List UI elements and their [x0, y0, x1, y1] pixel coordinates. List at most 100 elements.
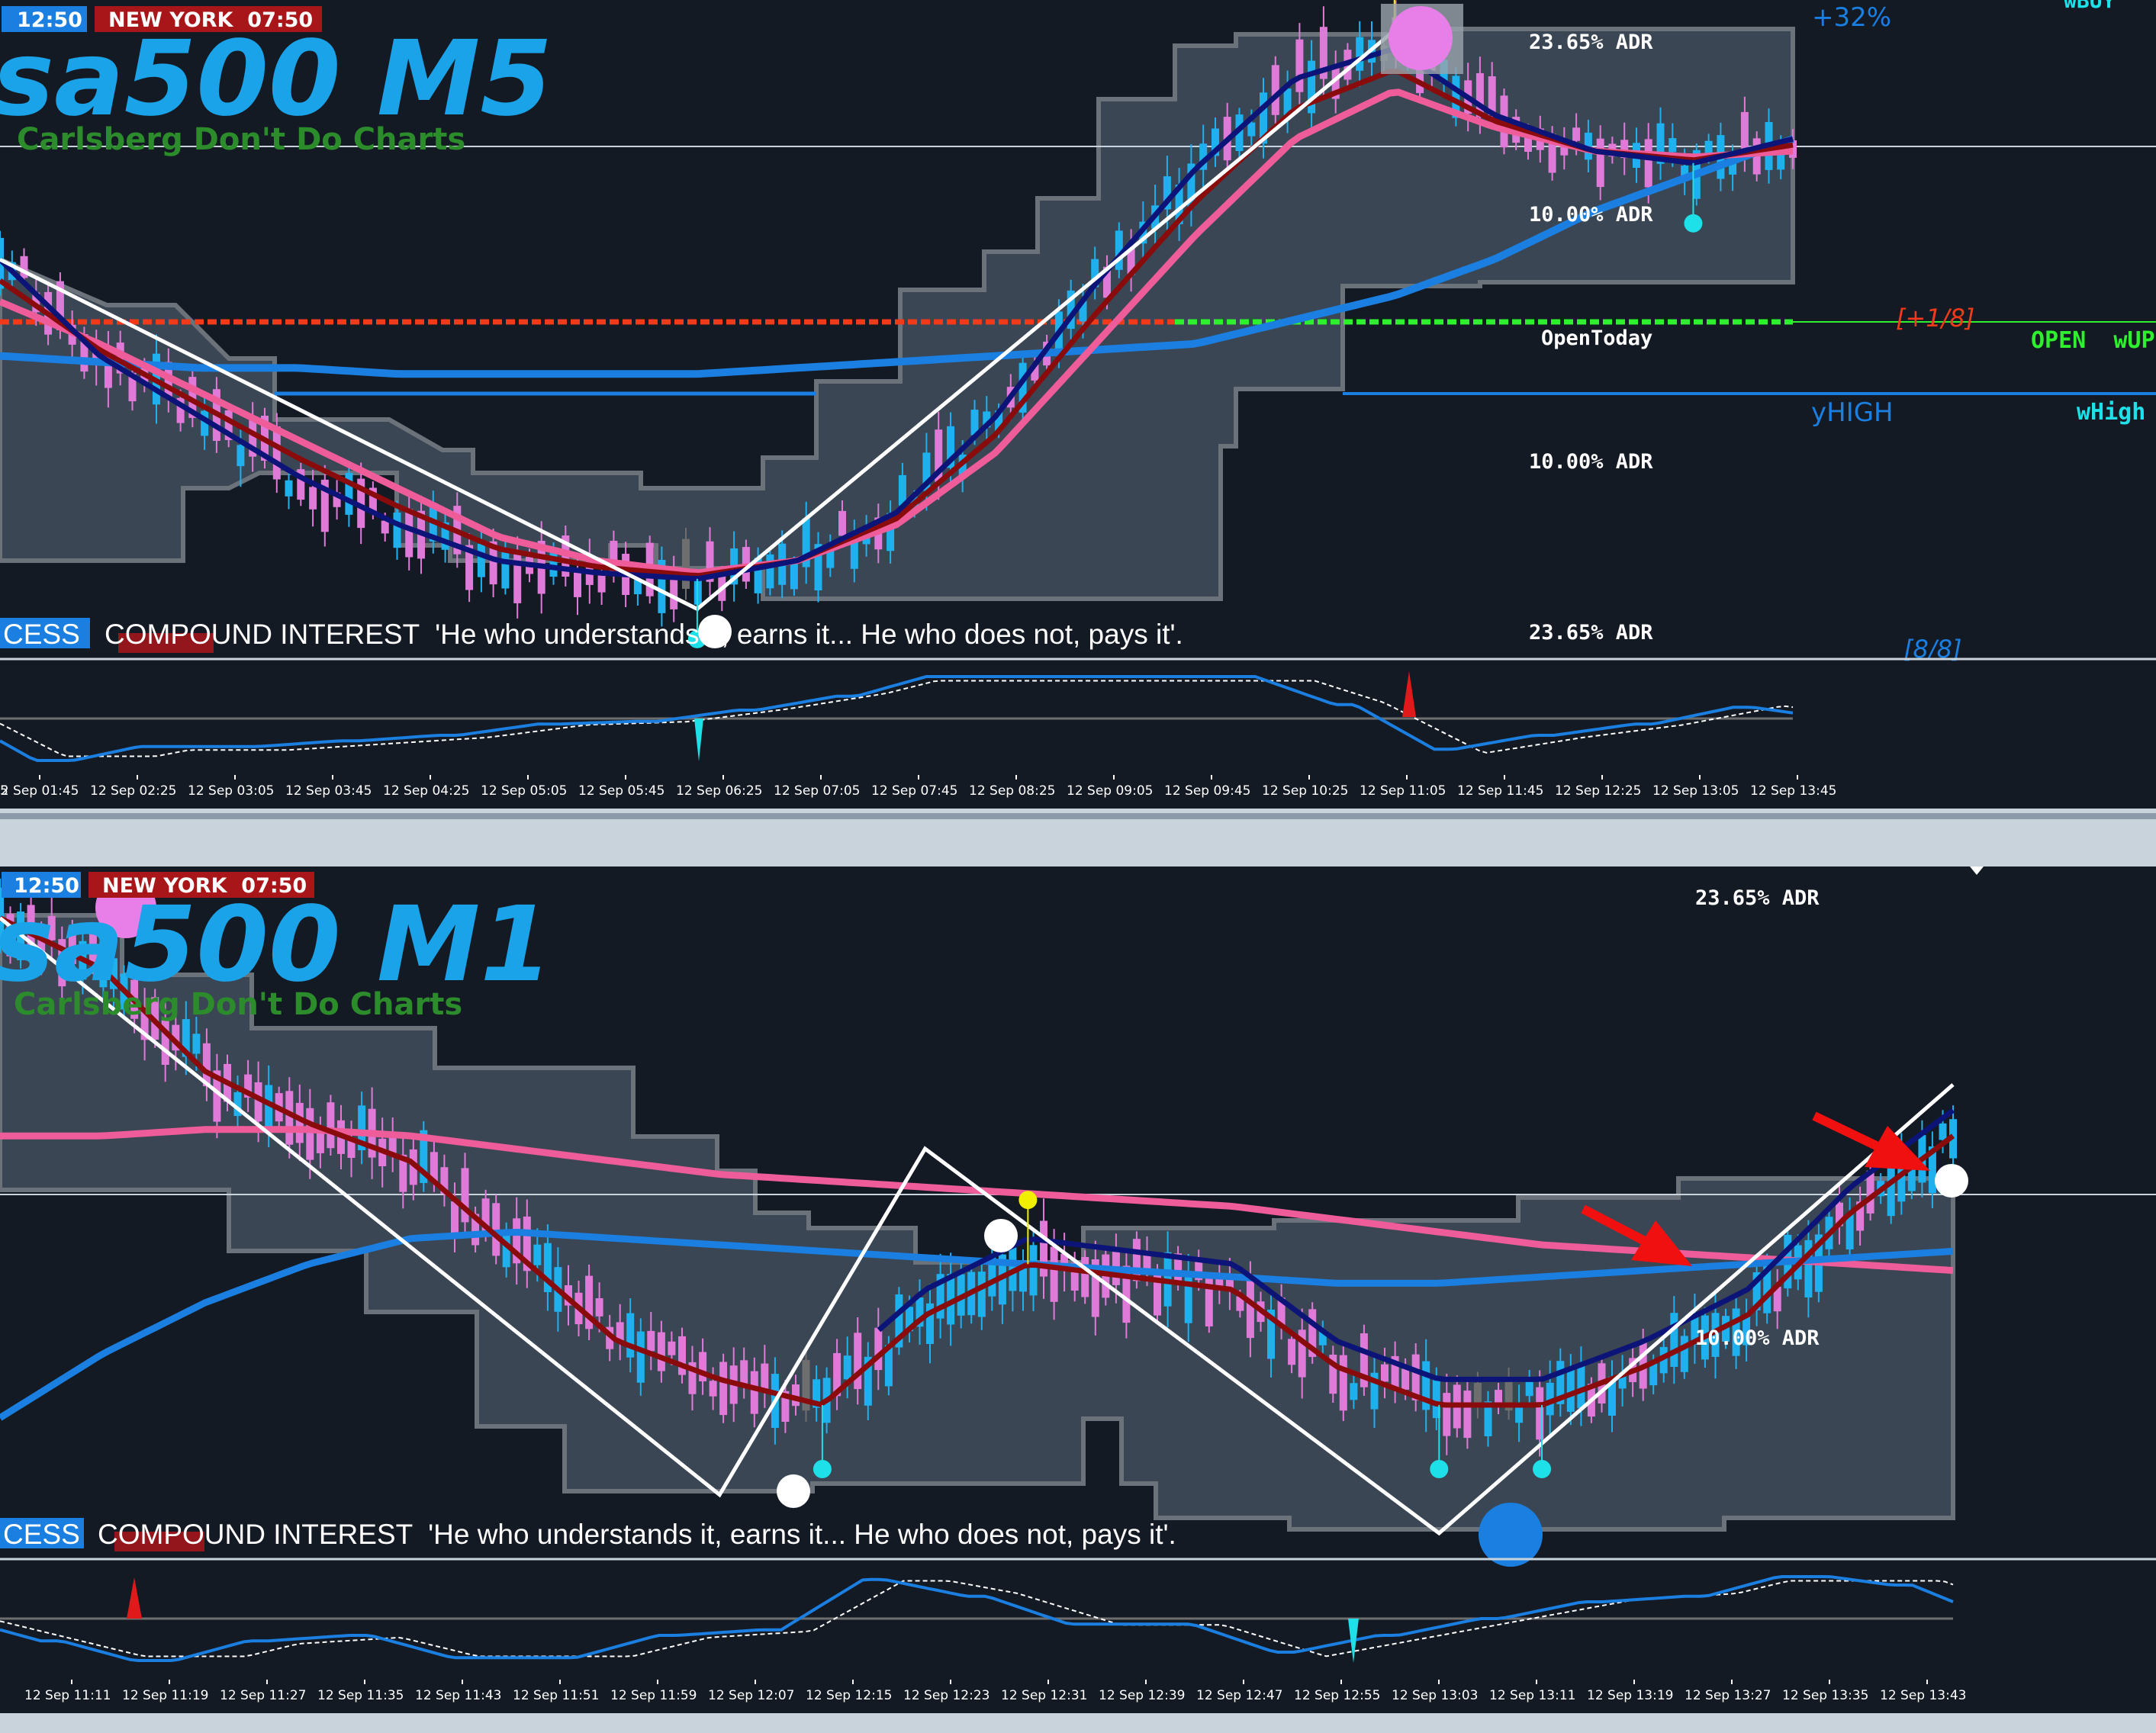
m1-swing-low-marker-2: [1479, 1503, 1543, 1567]
m5-peak-marker: [1389, 6, 1453, 70]
m5-session-badge: [95, 6, 322, 32]
axis-tick-label: 12 Sep 11:43: [415, 1688, 501, 1703]
m1-ticker-text: COMPOUND INTEREST 'He who understands it…: [98, 1519, 1176, 1550]
m5-navy-ma-line: [0, 47, 1794, 581]
axis-tick-label: 12 Sep 13:05: [1652, 783, 1739, 799]
m1-price-area[interactable]: [0, 913, 1955, 1532]
m1-local-time: 12:50: [14, 874, 79, 898]
axis-tick-label: 12 Sep 03:05: [188, 783, 274, 799]
m5-yhigh-label: yHIGH: [1811, 397, 1894, 428]
m5-osc-main-line: [0, 675, 1794, 762]
axis-tick-label: 12 Sep 05:45: [578, 783, 664, 799]
m1-osc-main-line: [0, 1575, 1954, 1662]
axis-tick-label: 12 Sep 05:05: [481, 783, 567, 799]
m1-swing-high-marker-2: [1935, 1164, 1968, 1198]
m5-local-time-badge: [2, 6, 87, 32]
axis-tick-label: 12 Sep 03:45: [285, 783, 372, 799]
m1-blue-ma-line: [0, 1228, 1954, 1421]
m5-adr-label-3: 10.00% ADR: [1529, 450, 1653, 474]
cyan-signal-dot: [1533, 1460, 1552, 1478]
m1-osc-cyan-spike: [1348, 1619, 1359, 1663]
axis-tick-label: 12 Sep 07:05: [774, 783, 860, 799]
m5-ticker-left-badge: [0, 618, 90, 648]
axis-tick-label: 12 Sep 02:25: [90, 783, 176, 799]
m1-swing-high-marker-1: [984, 1219, 1018, 1252]
axis-tick-label: 5: [0, 783, 8, 799]
axis-tick-label: 12 Sep 12:47: [1196, 1688, 1282, 1703]
m1-navy-ma-line: [877, 1108, 1955, 1382]
axis-tick-label: 12 Sep 06:25: [676, 783, 762, 799]
axis-tick-label: 12 Sep 12:15: [806, 1688, 892, 1703]
m5-session-time: NEW YORK 07:50: [108, 8, 313, 32]
m1-dark-red-ma-line: [0, 915, 1955, 1408]
m5-blue-ma-line: [0, 135, 1794, 378]
m5-whigh-label: wHigh: [2077, 399, 2145, 426]
m1-zigzag-line: [0, 916, 1955, 1536]
axis-tick-label: 12 Sep 11:05: [1360, 783, 1446, 799]
m1-swing-low-marker-1: [777, 1474, 810, 1508]
m1-top-right-marker: [1970, 866, 1984, 875]
m5-ticker-text: COMPOUND INTEREST 'He who understands it…: [105, 619, 1183, 650]
m5-top-right-fragment: wBUY: [2064, 0, 2116, 13]
m5-murrey-top-label: [+1/8]: [1896, 304, 1974, 333]
m5-trough-marker: [698, 615, 732, 648]
axis-tick-label: 12 Sep 08:25: [969, 783, 1055, 799]
m1-adr-label-1: 23.65% ADR: [1695, 886, 1820, 910]
axis-tick-label: 12 Sep 11:11: [24, 1688, 111, 1703]
m5-price-area[interactable]: [0, 27, 1795, 601]
m5-time-axis: 512 Sep 01:45 12 Sep 02:25 12 Sep 03:05 12 …: [0, 775, 1836, 799]
m1-annotation-arrow-2: [1812, 1111, 1930, 1171]
axis-tick-label: 12 Sep 13:27: [1685, 1688, 1771, 1703]
m5-adr-band: [0, 27, 1795, 601]
axis-tick-label: 12 Sep 09:45: [1164, 783, 1250, 799]
m1-adr-band: [0, 913, 1955, 1532]
m1-session-time: NEW YORK 07:50: [102, 874, 307, 898]
axis-tick-label: 12 Sep 12:39: [1099, 1688, 1185, 1703]
axis-tick-label: 12 Sep 12:07: [708, 1688, 794, 1703]
bottom-scroll-strip[interactable]: [0, 1713, 2156, 1733]
axis-tick-label: 12 Sep 12:23: [903, 1688, 990, 1703]
m5-percent-label: +32%: [1812, 2, 1891, 33]
axis-tick-label: 12 Sep 11:45: [1457, 783, 1543, 799]
axis-tick-label: 12 Sep 12:31: [1001, 1688, 1087, 1703]
m1-signal-dots: [813, 1191, 1552, 1478]
m5-pink-ma-line: [0, 88, 1794, 577]
cyan-signal-dot: [1684, 214, 1703, 233]
m1-ticker-left-badge: [0, 1518, 84, 1548]
m5-adr-label-4: 23.65% ADR: [1529, 621, 1653, 645]
axis-tick-label: 12 Sep 13:19: [1587, 1688, 1673, 1703]
candle-body: [0, 887, 4, 945]
axis-tick-label: 12 Sep 13:35: [1782, 1688, 1868, 1703]
m1-ticker-red-badge: [114, 1532, 204, 1551]
axis-tick-label: 12 Sep 12:25: [1555, 783, 1641, 799]
m5-adr-label-2: 10.00% ADR: [1529, 203, 1653, 227]
m1-annotation-arrow-1: [1581, 1204, 1692, 1266]
m5-dark-red-ma-line: [0, 69, 1794, 579]
cyan-signal-dot: [813, 1460, 832, 1478]
m5-ticker-red-badge: [118, 633, 214, 653]
m1-time-axis: 12 Sep 11:11 12 Sep 11:19 12 Sep 11:27 12 S…: [24, 1680, 1966, 1703]
m5-local-time: 12:50: [17, 8, 82, 32]
m5-osc-cyan-spike: [694, 719, 703, 761]
cyan-signal-dot: [1430, 1460, 1449, 1478]
axis-tick-label: 12 Sep 12:55: [1294, 1688, 1380, 1703]
axis-tick-label: 12 Sep 09:05: [1067, 783, 1153, 799]
m5-osc-signal-line: [0, 680, 1794, 757]
window-separator-inner: [0, 813, 2156, 819]
axis-tick-label: 12 Sep 07:45: [871, 783, 957, 799]
m1-ticker-left: CESS: [3, 1519, 80, 1550]
axis-tick-label: 12 Sep 11:51: [513, 1688, 599, 1703]
m5-open-today-label: OpenToday: [1541, 326, 1652, 350]
m5-osc-red-spike: [1402, 671, 1416, 717]
axis-tick-label: 12 Sep 11:59: [610, 1688, 697, 1703]
axis-tick-label: 12 Sep 13:45: [1750, 783, 1836, 799]
axis-tick-label: 12 Sep 04:25: [383, 783, 469, 799]
axis-tick-label: 12 Sep 13:03: [1392, 1688, 1478, 1703]
m5-tagline: Carlsberg Don't Do Charts: [17, 122, 465, 157]
yellow-signal-dot: [1018, 1191, 1038, 1210]
axis-tick-label: 12 Sep 11:19: [122, 1688, 208, 1703]
m5-axis-bar: [0, 774, 2156, 809]
axis-tick-label: 12 Sep 11:35: [317, 1688, 404, 1703]
m1-session-badge: [88, 872, 314, 898]
